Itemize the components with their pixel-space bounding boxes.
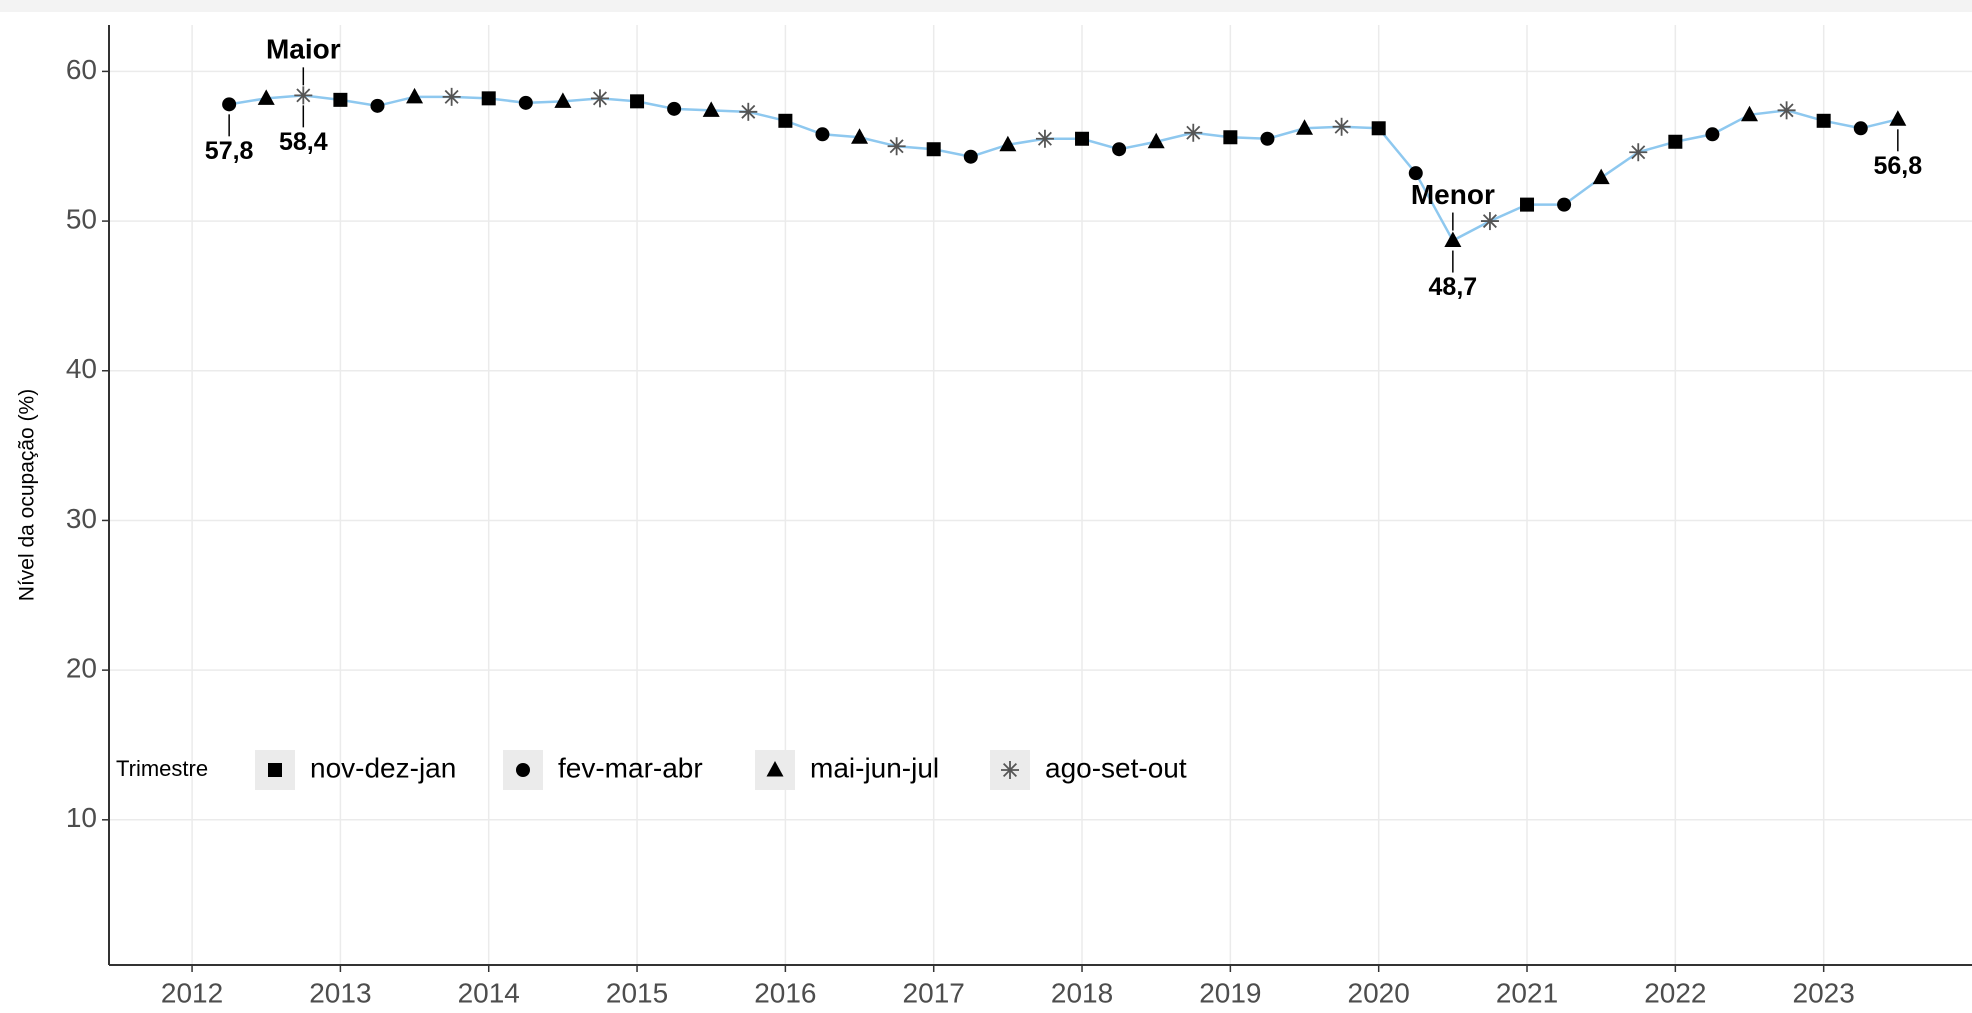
marker-stroke [1779, 103, 1794, 118]
marker [1629, 143, 1648, 162]
marker [518, 95, 533, 110]
marker [1408, 166, 1423, 181]
marker [1853, 121, 1868, 136]
marker-stroke [1002, 762, 1018, 778]
value-label: 58,4 [279, 128, 328, 156]
marker-stroke [1334, 119, 1349, 134]
marker [1816, 113, 1831, 128]
marker [1223, 130, 1238, 145]
marker [257, 89, 275, 105]
marker [222, 97, 237, 112]
x-tick-label: 2022 [1644, 977, 1706, 1008]
y-tick-label: 50 [66, 203, 97, 234]
marker-stroke [1631, 145, 1646, 160]
legend-label: mai-jun-jul [810, 752, 939, 783]
annotation: Maior [266, 34, 341, 65]
x-tick-label: 2015 [606, 977, 668, 1008]
marker [1444, 231, 1462, 248]
marker [1557, 197, 1572, 212]
top-band [0, 0, 1972, 12]
value-label: 56,8 [1874, 152, 1923, 180]
marker [1592, 168, 1610, 185]
marker [815, 127, 830, 142]
marker [999, 135, 1017, 152]
marker [887, 137, 906, 156]
marker [1520, 197, 1535, 212]
x-tick-label: 2012 [161, 977, 223, 1008]
y-tick-label: 10 [66, 802, 97, 833]
marker [1371, 121, 1386, 136]
legend-label: ago-set-out [1045, 752, 1187, 783]
marker [1184, 123, 1203, 142]
value-label: 57,8 [205, 137, 254, 165]
marker [1889, 110, 1907, 126]
legend-label: fev-mar-abr [558, 752, 703, 783]
x-tick-label: 2019 [1199, 977, 1261, 1008]
marker-stroke [296, 88, 311, 103]
marker [1705, 127, 1720, 142]
marker [851, 128, 869, 144]
marker [1260, 131, 1275, 146]
y-tick-label: 20 [66, 653, 97, 684]
marker-stroke [741, 104, 756, 119]
marker-stroke [444, 89, 459, 104]
marker [1296, 119, 1314, 135]
marker [1075, 131, 1090, 146]
marker [778, 113, 793, 128]
marker [1035, 129, 1054, 148]
x-tick-label: 2013 [309, 977, 371, 1008]
marker [1332, 117, 1351, 136]
legend-label: nov-dez-jan [310, 752, 456, 783]
y-tick-label: 30 [66, 503, 97, 534]
marker [1668, 134, 1683, 149]
x-tick-label: 2017 [903, 977, 965, 1008]
marker [963, 149, 978, 164]
x-tick-label: 2018 [1051, 977, 1113, 1008]
marker [590, 89, 609, 108]
x-tick-label: 2023 [1793, 977, 1855, 1008]
y-tick-label: 40 [66, 353, 97, 384]
marker [1112, 142, 1127, 157]
marker-stroke [1037, 131, 1052, 146]
marker [481, 91, 496, 106]
series-line [228, 94, 1899, 243]
legend-title: Trimestre [116, 756, 208, 781]
marker [739, 102, 758, 121]
x-tick-label: 2016 [754, 977, 816, 1008]
marker [442, 87, 461, 106]
marker [406, 87, 424, 104]
marker [1741, 105, 1759, 122]
value-label: 48,7 [1429, 273, 1478, 301]
marker [370, 98, 385, 113]
marker [333, 92, 348, 107]
y-axis-label: Nível da ocupação (%) [16, 389, 39, 601]
x-tick-label: 2021 [1496, 977, 1558, 1008]
marker [294, 86, 313, 105]
marker [926, 142, 941, 157]
x-tick-label: 2020 [1348, 977, 1410, 1008]
y-tick-label: 60 [66, 54, 97, 85]
legend-marker [516, 763, 530, 777]
marker [630, 94, 645, 109]
marker [1147, 132, 1165, 149]
marker-stroke [1482, 214, 1497, 229]
marker-stroke [889, 139, 904, 154]
x-tick-label: 2014 [458, 977, 520, 1008]
annotation: Menor [1411, 179, 1495, 210]
legend-marker [268, 763, 282, 777]
marker [1480, 212, 1499, 231]
marker [554, 92, 572, 108]
marker [1777, 101, 1796, 120]
legend-marker [766, 761, 784, 777]
legend-marker [1001, 761, 1019, 779]
marker-stroke [592, 91, 607, 106]
marker-stroke [1186, 125, 1201, 140]
marker [702, 101, 720, 117]
marker [667, 101, 682, 116]
